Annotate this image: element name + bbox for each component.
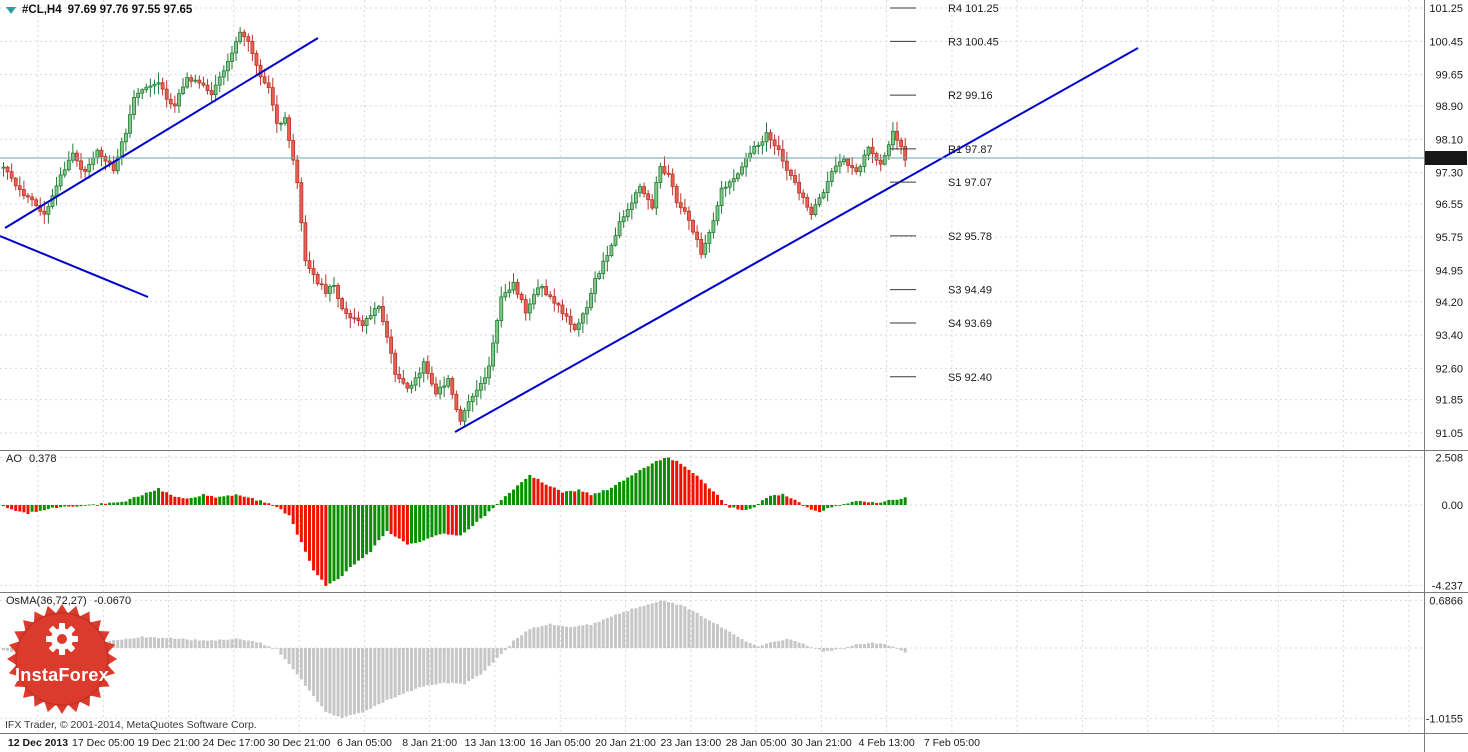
osma-indicator-name: OsMA(36,72,27): [6, 595, 87, 607]
current-price-badge: [1425, 151, 1467, 165]
price-tick-label: 93.40: [1435, 330, 1463, 342]
ao-tick-label: -4.237: [1432, 581, 1463, 593]
panel-separators: [0, 450, 1468, 734]
time-tick-label: 8 Jan 21:00: [402, 737, 457, 749]
price-tick-label: 94.20: [1435, 297, 1463, 309]
candles: [1, 27, 908, 426]
time-tick-label: 30 Dec 21:00: [268, 737, 331, 749]
price-tick-label: 98.10: [1435, 134, 1463, 146]
grid-lines: [0, 0, 1424, 733]
time-tick-label: 19 Dec 21:00: [137, 737, 200, 749]
osma-panel-title: OsMA(36,72,27) -0.0670: [6, 595, 135, 607]
price-tick-label: 97.30: [1435, 168, 1463, 180]
symbol-name: #CL,H4: [22, 4, 62, 16]
osma-indicator-value: -0.0670: [93, 595, 132, 607]
ao-tick-label: 2.508: [1435, 452, 1463, 464]
time-tick-label: 30 Jan 21:00: [791, 737, 852, 749]
pivot-label: R3 100.45: [948, 36, 999, 48]
time-tick-label: 24 Dec 17:00: [203, 737, 266, 749]
osma-tick-label: 0.6866: [1429, 595, 1463, 607]
trendlines[interactable]: [0, 37, 1139, 433]
pivot-label: S5 92.40: [948, 372, 992, 384]
symbol-title: #CL,H4 97.69 97.76 97.55 97.65: [6, 4, 192, 16]
time-tick-label: 6 Jan 05:00: [337, 737, 392, 749]
instaforex-wordmark: InstaForex: [14, 665, 110, 685]
pivot-label: S2 95.78: [948, 231, 992, 243]
trendline[interactable]: [4, 37, 319, 229]
price-tick-label: 94.95: [1435, 266, 1463, 278]
time-tick-label: 16 Jan 05:00: [530, 737, 591, 749]
price-tick-label: 101.25: [1429, 3, 1463, 15]
trendline[interactable]: [0, 235, 149, 298]
gear-icon: [46, 623, 78, 655]
pivot-label: S3 94.49: [948, 285, 992, 297]
time-tick-label: 28 Jan 05:00: [726, 737, 787, 749]
price-tick-label: 91.85: [1435, 395, 1463, 407]
current-price-badge-label: 97.65: [1432, 153, 1460, 165]
price-tick-label: 100.45: [1429, 36, 1463, 48]
symbol-ohlc: 97.69 97.76 97.55 97.65: [67, 4, 193, 16]
price-scale[interactable]: 101.25 100.45 99.65 98.90 98.10 97.30 96.55 95.…: [1424, 0, 1468, 752]
copyright-text: IFX Trader, © 2001-2014, MetaQuotes Soft…: [5, 719, 257, 731]
time-tick-label: 23 Jan 13:00: [660, 737, 721, 749]
chart-symbol-icon: [6, 6, 16, 14]
osma-histogram: [2, 600, 907, 719]
pivot-label: R2 99.16: [948, 90, 993, 102]
osma-tick-label: -1.0155: [1426, 713, 1463, 725]
price-tick-label: 95.75: [1435, 232, 1463, 244]
pivot-label: S1 97.07: [948, 177, 992, 189]
ao-indicator-value: 0.378: [28, 453, 57, 465]
price-tick-label: 99.65: [1435, 70, 1463, 82]
time-tick-label: 13 Jan 13:00: [465, 737, 526, 749]
ao-tick-label: 0.00: [1442, 500, 1463, 512]
time-tick-label: 7 Feb 05:00: [924, 737, 980, 749]
price-tick-label: 91.05: [1435, 428, 1463, 440]
instaforex-logo: InstaForex: [6, 603, 118, 715]
time-tick-label: 20 Jan 21:00: [595, 737, 656, 749]
price-tick-label: 96.55: [1435, 199, 1463, 211]
ao-indicator-name: AO: [6, 453, 22, 465]
pivot-label: R4 101.25: [948, 3, 999, 15]
pivot-label: R1 97.87: [948, 144, 993, 156]
instaforex-badge-icon: [7, 604, 117, 714]
pivot-levels: R4 101.25 R3 100.45 R2 99.16 R1 97.87 S1 97.…: [890, 3, 999, 384]
price-tick-label: 92.60: [1435, 363, 1463, 375]
ao-panel-title: AO 0.378: [6, 453, 61, 465]
time-tick-label: 4 Feb 13:00: [859, 737, 915, 749]
price-tick-label: 98.90: [1435, 101, 1463, 113]
trendline[interactable]: [454, 47, 1139, 433]
pivot-label: S4 93.69: [948, 318, 992, 330]
time-axis[interactable]: 12 Dec 2013 17 Dec 05:00 19 Dec 21:00 24 De…: [8, 737, 980, 749]
ao-histogram: [2, 457, 907, 586]
time-tick-label: 12 Dec 2013: [8, 737, 68, 749]
time-tick-label: 17 Dec 05:00: [72, 737, 135, 749]
